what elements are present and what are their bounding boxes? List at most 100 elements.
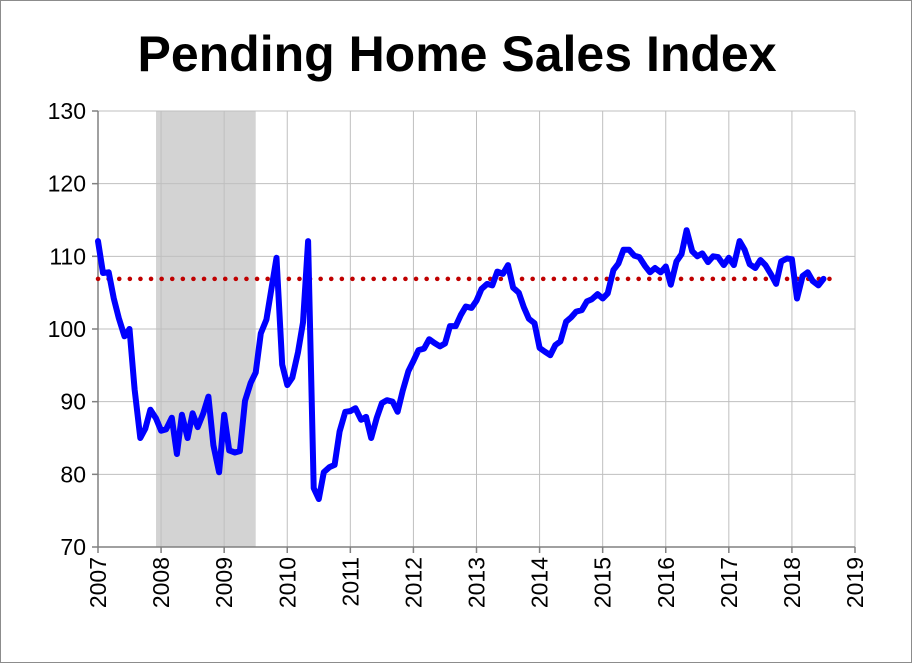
data-point [549, 354, 552, 357]
data-point [249, 381, 252, 384]
data-point [543, 350, 546, 353]
data-point [717, 256, 720, 259]
data-point [128, 328, 131, 330]
data-point [654, 266, 657, 269]
data-point [748, 263, 751, 266]
data-point [822, 277, 825, 280]
data-point [633, 254, 636, 257]
data-point [180, 413, 183, 416]
data-point [732, 264, 735, 267]
data-point [480, 288, 483, 291]
data-point [659, 271, 662, 274]
y-axis-tick-labels: 70 80 90 100 110 120 130 [48, 98, 86, 560]
gridlines [92, 110, 856, 553]
data-point [286, 383, 289, 386]
data-point [727, 256, 730, 259]
data-point [696, 255, 699, 258]
data-point [370, 437, 373, 439]
x-tick-label: 2012 [400, 557, 426, 608]
data-point [139, 437, 142, 439]
data-point [512, 286, 515, 289]
data-point [770, 273, 773, 276]
data-point [517, 291, 520, 294]
x-tick-label: 2015 [590, 557, 616, 608]
series-layer [95, 227, 827, 502]
data-point [165, 428, 168, 431]
data-point [212, 444, 215, 447]
data-point [401, 389, 404, 392]
data-point [449, 325, 452, 328]
data-point [801, 274, 804, 277]
data-point [317, 498, 320, 501]
data-point [396, 410, 399, 413]
data-point [196, 426, 199, 429]
data-point [664, 265, 667, 268]
data-point [622, 248, 625, 251]
data-point [349, 410, 352, 413]
data-point [501, 272, 504, 275]
x-tick-label: 2016 [653, 557, 679, 608]
data-point [775, 282, 778, 285]
data-point [97, 240, 99, 243]
data-point [307, 240, 310, 243]
data-point [470, 306, 473, 309]
data-point [580, 309, 583, 312]
data-point [712, 255, 715, 258]
x-tick-label: 2013 [464, 557, 490, 608]
x-axis-tick-labels: 2007 2008 2009 2010 2011 2012 2013 2014 2015 2016… [85, 557, 868, 608]
data-point [380, 402, 383, 405]
data-point [785, 257, 788, 260]
data-point [202, 412, 205, 415]
y-tick-label: 130 [48, 98, 86, 124]
data-point [123, 335, 126, 338]
data-point [759, 258, 762, 261]
y-tick-label: 100 [48, 316, 86, 342]
data-point [648, 271, 651, 274]
data-point [155, 417, 158, 420]
data-point [423, 347, 426, 350]
data-point [575, 310, 578, 313]
data-point [527, 317, 530, 320]
x-tick-label: 2008 [148, 557, 174, 608]
data-point [590, 298, 593, 301]
data-point [233, 451, 236, 454]
data-point [764, 264, 767, 267]
data-point [344, 410, 347, 413]
data-point [533, 322, 536, 325]
data-point [407, 370, 410, 373]
data-point [486, 282, 489, 285]
data-point [643, 264, 646, 267]
data-point [296, 351, 299, 354]
data-point [612, 269, 615, 272]
data-point [601, 297, 604, 300]
data-point [806, 271, 809, 274]
y-tick-label: 120 [48, 171, 86, 197]
data-point [243, 399, 246, 402]
data-point [780, 260, 783, 263]
data-point [102, 272, 105, 275]
data-point [354, 407, 357, 410]
data-point [238, 450, 241, 453]
data-point [538, 346, 541, 349]
data-point [175, 452, 178, 455]
data-point [375, 416, 378, 419]
data-point [328, 466, 331, 469]
data-point [559, 340, 562, 343]
data-point [228, 449, 231, 452]
data-point [438, 345, 441, 348]
data-point [522, 306, 525, 309]
y-tick-label: 70 [60, 534, 86, 560]
data-point [133, 388, 136, 391]
y-tick-label: 110 [49, 243, 86, 269]
data-point [207, 395, 210, 398]
data-point [265, 318, 268, 321]
y-tick-label: 80 [60, 461, 86, 487]
data-point [333, 463, 336, 466]
data-point [496, 270, 499, 273]
data-point [433, 341, 436, 344]
data-point [464, 305, 467, 308]
data-point [428, 338, 431, 341]
data-point [475, 299, 478, 302]
